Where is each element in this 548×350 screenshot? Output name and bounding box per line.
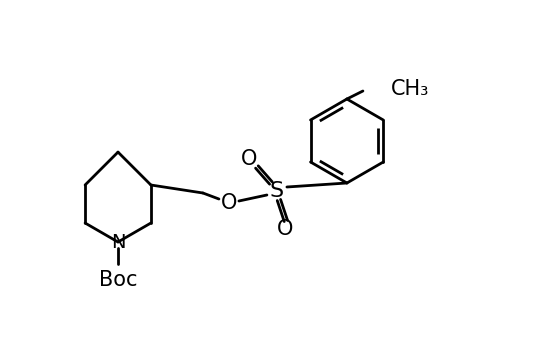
Text: CH₃: CH₃ — [391, 79, 429, 99]
Text: Boc: Boc — [99, 270, 137, 290]
Text: O: O — [241, 149, 257, 169]
Text: O: O — [277, 219, 293, 239]
Text: O: O — [221, 193, 237, 213]
Text: N: N — [111, 232, 125, 252]
Text: S: S — [270, 181, 284, 201]
